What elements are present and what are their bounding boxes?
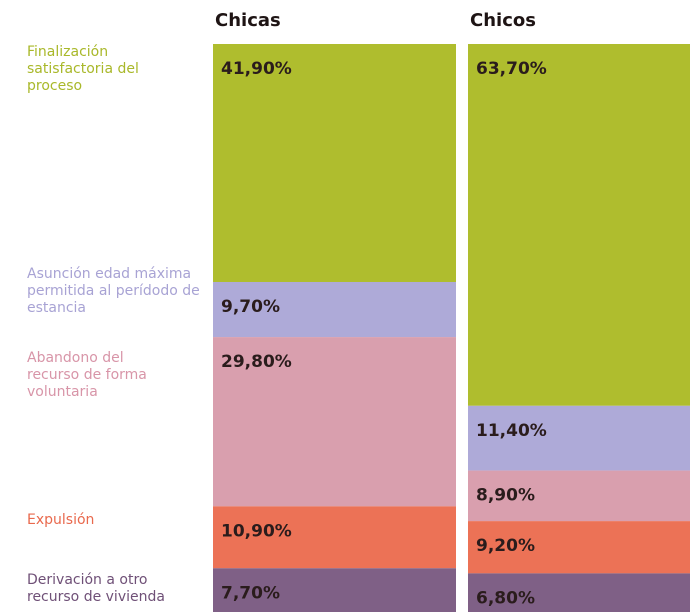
legend-label: Abandono del recurso de forma voluntaria xyxy=(27,350,147,400)
value-label: 9,70% xyxy=(221,297,280,317)
bar-segment xyxy=(213,337,456,507)
value-label: 10,90% xyxy=(221,521,292,541)
bar-segment xyxy=(468,573,690,612)
value-label: 11,40% xyxy=(476,421,547,441)
value-label: 63,70% xyxy=(476,59,547,79)
legend-label: Expulsión xyxy=(27,512,95,528)
legend-label: Asunción edad máxima permitida al perído… xyxy=(27,266,200,316)
bar-segment xyxy=(468,405,690,471)
bar-segment xyxy=(213,281,456,338)
bar-segment xyxy=(468,470,690,522)
bar-segment xyxy=(213,568,456,612)
legend-label: Finalización satisfactoria del proceso xyxy=(27,44,139,94)
category-label: Chicos xyxy=(470,10,536,31)
category-label: Chicas xyxy=(215,10,281,31)
legend-label: Derivación a otro recurso de vivienda xyxy=(27,572,165,605)
bar-segment xyxy=(213,506,456,569)
bar-segment xyxy=(213,44,456,282)
value-label: 29,80% xyxy=(221,352,292,372)
value-label: 6,80% xyxy=(476,588,535,608)
value-label: 8,90% xyxy=(476,486,535,506)
bar-segment xyxy=(468,521,690,574)
value-label: 41,90% xyxy=(221,59,292,79)
value-label: 7,70% xyxy=(221,583,280,603)
bar-segment xyxy=(468,44,690,406)
value-label: 9,20% xyxy=(476,536,535,556)
